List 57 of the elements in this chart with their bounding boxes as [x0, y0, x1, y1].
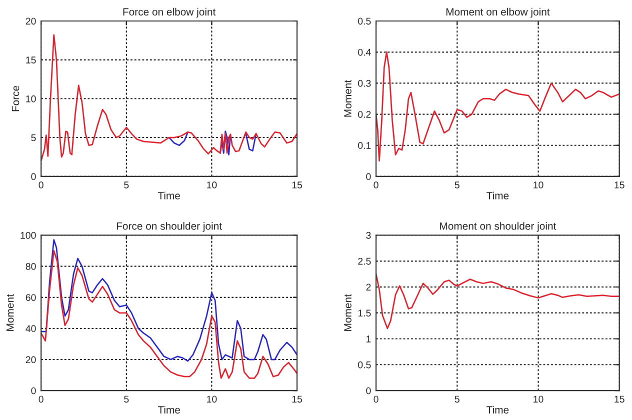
x-tick-label: 5 — [124, 396, 129, 403]
y-tick-label: 2.5 — [358, 258, 371, 265]
x-tick-label: 0 — [38, 396, 44, 403]
y-tick-label: 20 — [26, 18, 36, 25]
y-tick-label: 0.5 — [358, 361, 371, 368]
x-axis-title: Time — [158, 192, 180, 200]
x-tick-label: 15 — [292, 182, 302, 188]
y-tick-label: 1.5 — [358, 310, 371, 317]
y-tick-label: 3 — [366, 232, 371, 239]
y-tick-label: 0 — [31, 173, 36, 180]
y-tick-label: 60 — [26, 294, 36, 301]
chart-title: Moment on shoulder joint — [440, 222, 556, 232]
x-tick-label: 0 — [374, 396, 378, 403]
x-axis-title: Time — [486, 406, 509, 414]
x-tick-label: 15 — [614, 396, 624, 403]
y-axis-title: Force — [12, 86, 20, 112]
y-tick-label: 0.1 — [358, 142, 371, 149]
chart-title: Force on elbow joint — [123, 8, 216, 18]
y-tick-label: 80 — [26, 263, 36, 270]
x-tick-label: 10 — [207, 396, 217, 403]
y-tick-label: 0 — [31, 387, 36, 394]
y-tick-label: 0.2 — [358, 110, 371, 118]
x-tick-label: 15 — [292, 396, 302, 403]
y-tick-label: 0 — [366, 173, 371, 180]
y-tick-label: 5 — [31, 134, 36, 142]
y-tick-label: 2 — [366, 284, 371, 291]
x-tick-label: 5 — [454, 396, 460, 403]
y-tick-label: 0.4 — [358, 48, 371, 56]
x-tick-label: 15 — [614, 182, 624, 188]
y-tick-label: 100 — [20, 232, 36, 239]
chart-title: Moment on elbow joint — [446, 8, 550, 18]
line-series — [41, 250, 298, 379]
line-series — [376, 273, 620, 330]
x-tick-label: 0 — [374, 182, 378, 188]
line-series — [376, 51, 620, 162]
x-tick-label: 10 — [534, 396, 544, 403]
line-series — [41, 34, 298, 162]
y-tick-label: 15 — [26, 56, 36, 64]
y-tick-label: 1 — [366, 336, 371, 342]
x-axis-title: Time — [486, 192, 509, 200]
y-axis-title: Moment — [344, 294, 352, 331]
line-series — [41, 239, 298, 362]
y-tick-label: 0 — [366, 387, 371, 394]
x-tick-label: 5 — [124, 182, 129, 188]
x-tick-label: 10 — [534, 182, 544, 188]
y-axis-title: Moment — [6, 294, 14, 331]
x-tick-label: 5 — [454, 182, 460, 188]
y-tick-label: 0.3 — [358, 80, 371, 87]
y-tick-label: 10 — [26, 95, 36, 102]
chart-title: Force on shoulder joint — [116, 222, 222, 232]
y-axis-title: Moment — [344, 80, 352, 117]
y-tick-label: 40 — [26, 325, 36, 332]
y-tick-label: 20 — [26, 356, 36, 364]
x-axis-title: Time — [158, 406, 180, 414]
y-tick-label: 0.5 — [358, 18, 371, 25]
x-tick-label: 10 — [207, 182, 217, 188]
x-tick-label: 0 — [38, 182, 44, 188]
